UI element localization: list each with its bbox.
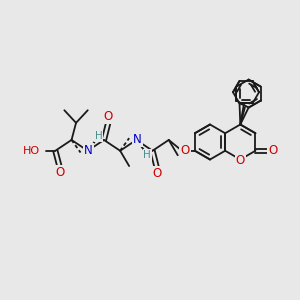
Text: O: O xyxy=(236,154,245,167)
Text: HO: HO xyxy=(23,146,40,156)
Text: N: N xyxy=(133,134,142,146)
Text: H: H xyxy=(95,131,103,141)
Text: O: O xyxy=(236,154,245,167)
Text: O: O xyxy=(55,166,64,179)
Text: N: N xyxy=(133,134,142,146)
Text: H: H xyxy=(143,150,151,160)
Text: H: H xyxy=(143,150,151,160)
Text: H: H xyxy=(95,131,103,141)
Text: O: O xyxy=(104,110,113,124)
Text: O: O xyxy=(152,167,162,180)
Text: N: N xyxy=(84,144,93,157)
Text: HO: HO xyxy=(23,146,40,156)
Text: O: O xyxy=(268,144,278,157)
Text: O: O xyxy=(180,144,190,157)
Text: O: O xyxy=(55,166,64,179)
Text: O: O xyxy=(152,167,162,180)
Text: N: N xyxy=(84,144,93,157)
Text: O: O xyxy=(268,144,278,157)
Text: O: O xyxy=(180,144,190,157)
Text: O: O xyxy=(104,110,113,124)
